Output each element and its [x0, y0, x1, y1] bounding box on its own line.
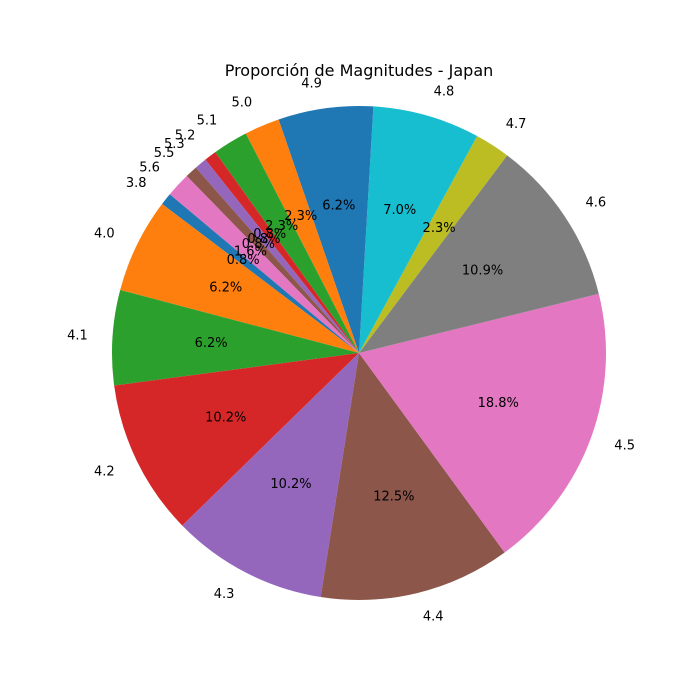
- pie-slice-5-3: [195, 159, 359, 353]
- pie-slice-4-2: [114, 353, 360, 526]
- slice-label-5-2: 5.2: [175, 129, 196, 144]
- slice-label-4-6: 4.6: [586, 195, 607, 210]
- percent-label-4-4: 12.5%: [373, 490, 414, 505]
- slice-label-5-1: 5.1: [197, 114, 218, 129]
- percent-label-4-1: 6.2%: [195, 336, 228, 351]
- pie-slice-4-8: [359, 106, 478, 353]
- percent-label-4-7: 2.3%: [423, 221, 456, 236]
- pie-slice-4-4: [320, 353, 505, 600]
- slice-label-4-3: 4.3: [214, 587, 235, 602]
- percent-label-5-1: 2.3%: [265, 219, 298, 234]
- slice-label-4-1: 4.1: [67, 328, 88, 343]
- pie-slice-4-1: [112, 290, 359, 386]
- slice-label-5-5: 5.5: [154, 146, 175, 161]
- pie-slice-4-7: [359, 136, 508, 353]
- pie-slice-4-0: [120, 203, 359, 353]
- pie-slice-5-1: [215, 133, 359, 353]
- percent-label-5-6: 1.6%: [234, 245, 267, 260]
- pie-slice-5-6: [169, 176, 359, 353]
- percent-label-5-0: 2.3%: [284, 209, 317, 224]
- slice-label-4-5: 4.5: [614, 438, 635, 453]
- percent-label-4-3: 10.2%: [270, 477, 311, 492]
- slice-label-4-8: 4.8: [434, 84, 455, 99]
- slice-label-5-0: 5.0: [231, 96, 252, 111]
- percent-label-4-2: 10.2%: [205, 410, 246, 425]
- pie-slice-4-3: [182, 353, 359, 598]
- pie-slice-5-0: [245, 119, 359, 353]
- slice-label-4-9: 4.9: [301, 76, 322, 91]
- percent-labels: 0.8% 6.2% 6.2% 10.2% 10.2% 12.5% 18.8% 10.9% 2.3…: [195, 199, 519, 505]
- percent-label-5-5: 0.8%: [242, 237, 275, 252]
- percent-label-4-6: 10.9%: [462, 264, 503, 279]
- percent-label-4-9: 6.2%: [322, 199, 355, 214]
- percent-label-4-8: 7.0%: [383, 203, 416, 218]
- slice-label-4-4: 4.4: [423, 610, 444, 625]
- pie-slice-4-6: [359, 155, 599, 353]
- chart-title: Proporción de Magnitudes - Japan: [225, 61, 494, 80]
- percent-label-5-3: 0.8%: [247, 232, 280, 247]
- percent-label-4-5: 18.8%: [478, 396, 519, 411]
- slice-label-5-3: 5.3: [164, 137, 185, 152]
- pie-slices: [112, 106, 606, 600]
- pie-slice-5-5: [186, 167, 359, 353]
- pie-slice-5-2: [205, 152, 359, 353]
- pie-slice-4-5: [359, 293, 606, 553]
- percent-label-4-0: 6.2%: [209, 281, 242, 296]
- pie-slice-3-8: [162, 194, 359, 353]
- slice-labels: 3.84.04.14.24.34.44.54.64.74.84.95.05.15…: [67, 76, 635, 624]
- slice-label-4-7: 4.7: [506, 117, 527, 132]
- percent-label-5-2: 0.8%: [253, 227, 286, 242]
- pie-slice-4-9: [278, 106, 374, 353]
- percent-label-3-8: 0.8%: [227, 253, 260, 268]
- slice-label-5-6: 5.6: [139, 161, 160, 176]
- slice-label-4-0: 4.0: [94, 227, 115, 242]
- slice-label-3-8: 3.8: [126, 176, 147, 191]
- slice-label-4-2: 4.2: [94, 464, 115, 479]
